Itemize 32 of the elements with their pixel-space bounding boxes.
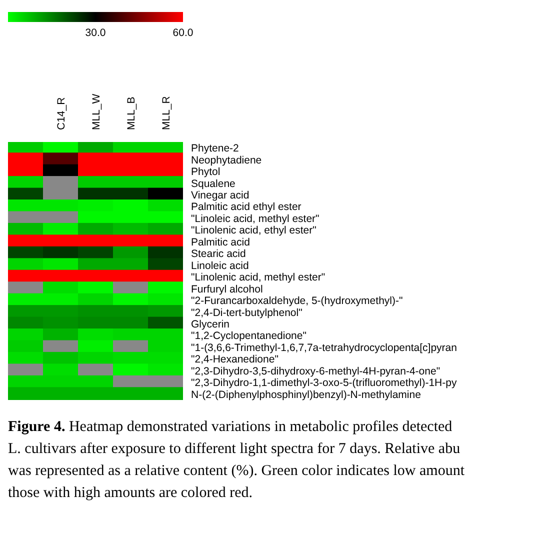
text: was represented as a relative content (%). Green color indicates low amount [8, 462, 466, 481]
y-tick-label: Squalene [191, 178, 236, 190]
y-tick-label: "2,3-Dihydro-1,1-dimethyl-3-oxo-5-(trifluoromethyl)-1H-py [191, 377, 458, 390]
y-tick-label: "2,4-Hexanedione" [191, 354, 279, 366]
y-tick-label: "Linolenic acid, ethyl ester" [191, 224, 317, 237]
x-tick-label: MLL_B [126, 96, 138, 130]
color-bar-label: 60.0 [172, 27, 194, 39]
y-tick-label: "1-(3,6,6-Trimethyl-1,6,7,7a-tetrahydrocyclopenta[c]pyran [191, 342, 458, 354]
y-tick-label: N-(2-(Diphenylphosphinyl)benzyl)-N-methylamine [191, 388, 422, 401]
y-tick-label: Stearic acid [191, 248, 246, 260]
y-tick-label: "2,4-Di-tert-butylphenol" [191, 306, 303, 319]
caption: Figure 4. Heatmap demonstrated variations in metabolic profiles detected [8, 418, 454, 437]
x-tick-label: MLL_W [90, 94, 102, 130]
color-bar-label: 30.0 [85, 27, 106, 39]
text: those with high amounts are colored red. [8, 484, 254, 503]
y-tick-label: Glycerin [191, 318, 230, 330]
y-tick-label: Neophytadiene [191, 154, 262, 166]
y-tick-label: "Linolenic acid, methyl ester" [191, 272, 326, 284]
y-tick-label: Palmitic acid [191, 236, 250, 248]
y-tick-label: "2-Furancarboxaldehyde, 5-(hydroxymethyl)-" [191, 295, 403, 308]
x-tick-label: MLL_R [160, 96, 172, 130]
y-tick-label: "2,3-Dihydro-3,5-dihydroxy-6-methyl-4H-pyran-4-one" [191, 365, 440, 378]
y-tick-label: Palmitic acid ethyl ester [191, 201, 302, 214]
y-tick-label: "Linoleic acid, methyl ester" [191, 212, 320, 225]
y-tick-label: "1,2-Cyclopentanedione" [191, 330, 307, 342]
y-tick-label: Vinegar acid [191, 190, 250, 202]
x-tick-label: C14_R [56, 96, 68, 130]
y-tick-label: Furfuryl alcohol [191, 283, 263, 296]
y-tick-label: Phytol [191, 166, 220, 178]
y-tick-label: Phytene-2 [191, 142, 240, 155]
y-tick-label: Linoleic acid [191, 260, 249, 272]
text: L. cultivars after exposure to different light spectra for 7 days. Relative abu [8, 440, 462, 459]
